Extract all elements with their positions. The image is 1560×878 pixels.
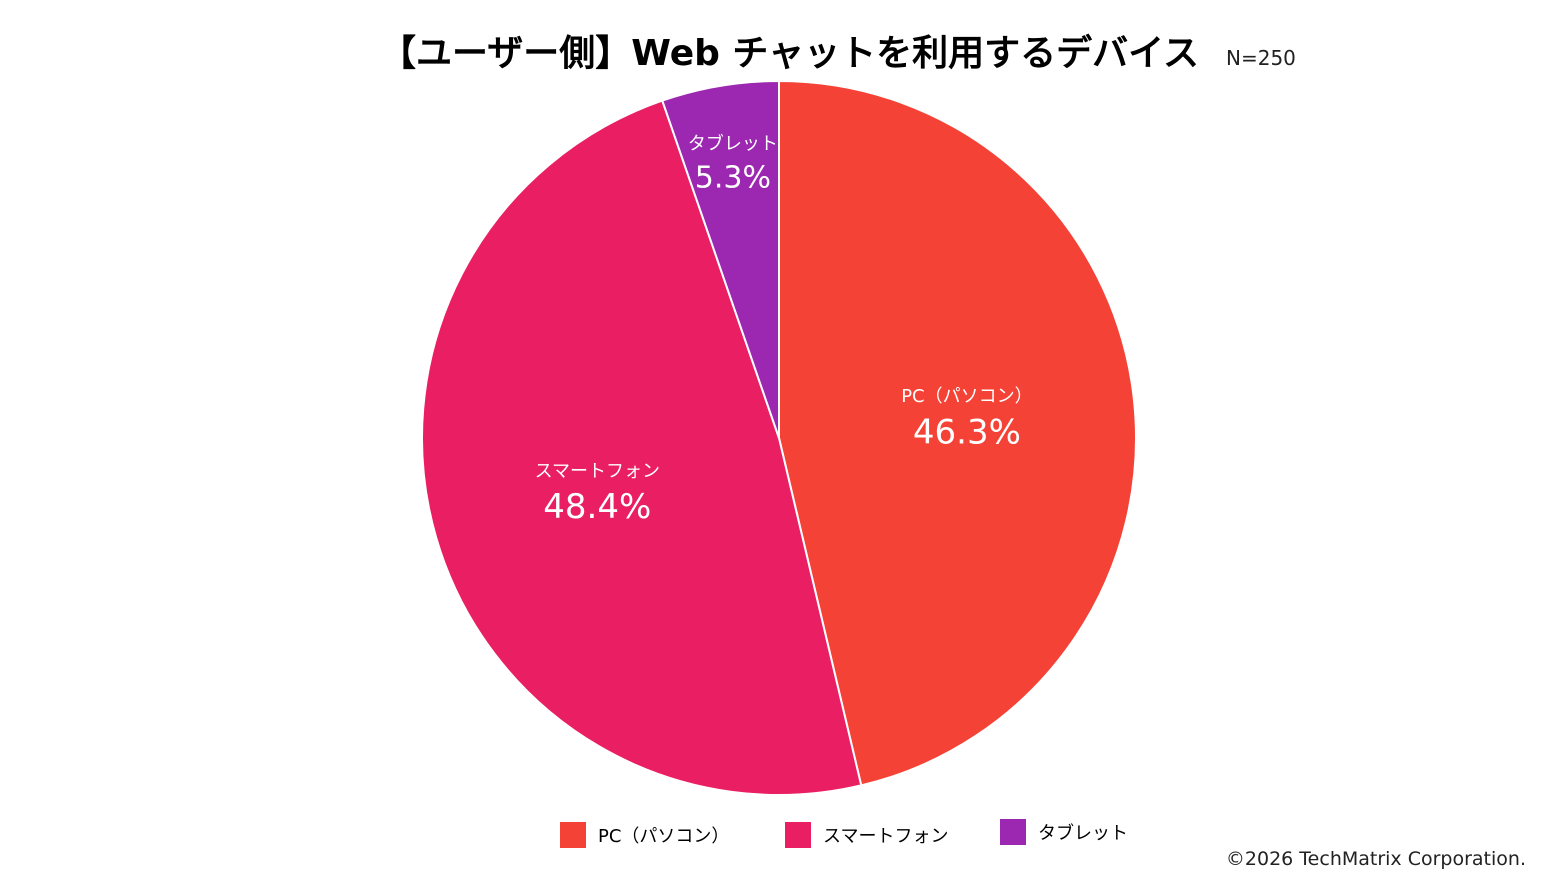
pie-label-tablet-category: タブレット <box>688 132 778 154</box>
legend-swatch-smartphone <box>785 822 811 848</box>
pie-label-pc-category: PC（パソコン） <box>901 386 1032 407</box>
legend-item-pc: PC（パソコン） <box>560 820 729 850</box>
legend-item-smartphone: スマートフォン <box>785 820 948 850</box>
pie-slices <box>420 79 1137 796</box>
pie-slice-smartphone <box>420 99 863 796</box>
pie-label-tablet-value: 5.3% <box>695 160 771 195</box>
legend-swatch-tablet <box>1000 819 1026 845</box>
copyright-text: ©2026 TechMatrix Corporation. <box>1225 848 1526 870</box>
legend-label-tablet: タブレット <box>1038 823 1128 844</box>
pie-labels: PC（パソコン） 46.3% スマートフォン 48.4% タブレット 5.3% <box>535 132 1033 527</box>
pie-label-smartphone-value: 48.4% <box>543 487 651 527</box>
sample-size-label: N=250 <box>1226 46 1296 70</box>
pie-label-smartphone-category: スマートフォン <box>535 461 660 482</box>
legend-swatch-pc <box>560 822 586 848</box>
legend-label-smartphone: スマートフォン <box>823 826 949 847</box>
pie-label-pc-value: 46.3% <box>913 412 1021 452</box>
legend-label-pc: PC（パソコン） <box>598 826 730 847</box>
chart-title: 【ユーザー側】Web チャットを利用するデバイス <box>380 33 1199 74</box>
pie-slice-tablet <box>661 79 780 439</box>
legend-item-tablet: タブレット <box>1000 817 1128 847</box>
pie-slice-pc <box>778 79 1137 787</box>
